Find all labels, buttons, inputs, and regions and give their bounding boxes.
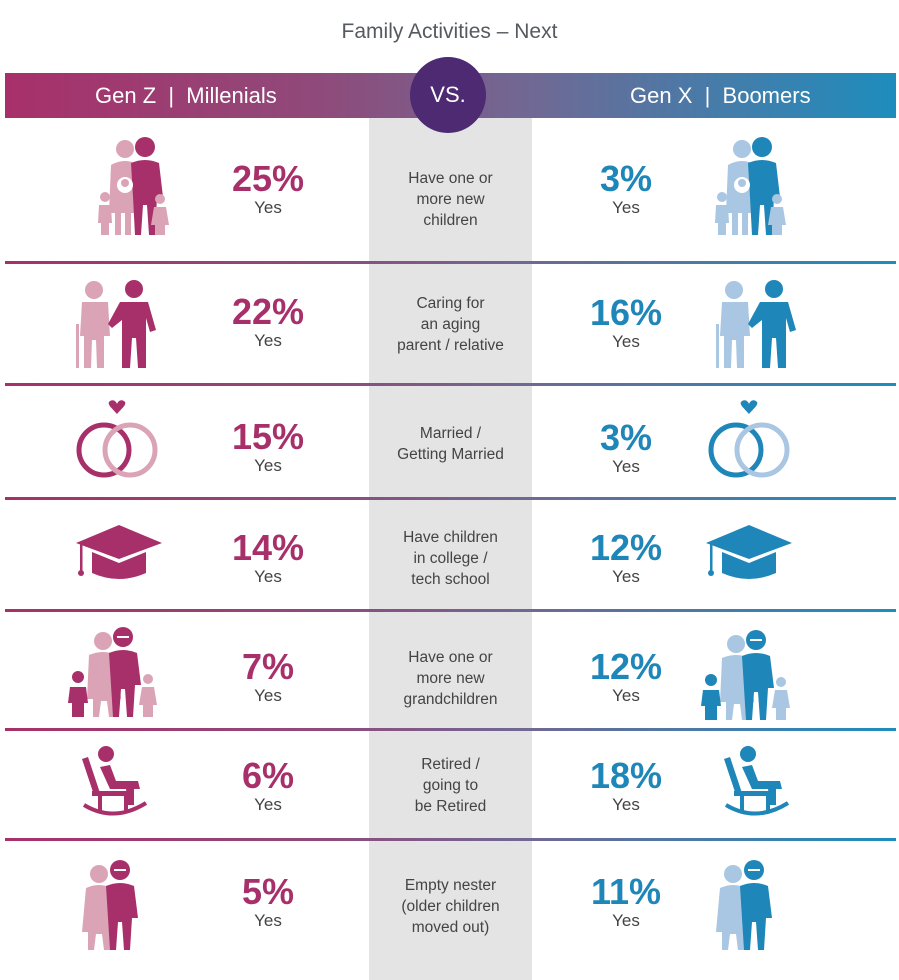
activity-label: Empty nester (older children moved out) bbox=[401, 877, 500, 936]
left-percentage: 7% bbox=[241, 646, 295, 687]
left-group-label: Gen Z | Millenials bbox=[95, 83, 277, 108]
left-percentage: 25% bbox=[231, 158, 305, 199]
elder-care-icon bbox=[716, 280, 796, 368]
wedding-rings-icon bbox=[76, 400, 158, 478]
row-divider bbox=[5, 838, 896, 841]
right-percentage: 12% bbox=[589, 527, 663, 568]
right-yes-label: Yes bbox=[612, 795, 640, 814]
right-yes-label: Yes bbox=[612, 332, 640, 351]
right-group-label: Gen X | Boomers bbox=[630, 83, 811, 108]
activity-label: Retired / going to be Retired bbox=[414, 756, 487, 815]
grandparents-icon bbox=[68, 627, 157, 717]
left-yes-label: Yes bbox=[254, 911, 282, 930]
right-percentage: 11% bbox=[590, 871, 662, 912]
elder-care-icon bbox=[76, 280, 156, 368]
row-divider bbox=[5, 728, 896, 731]
right-yes-label: Yes bbox=[612, 457, 640, 476]
family-icon bbox=[98, 137, 169, 235]
right-yes-label: Yes bbox=[612, 198, 640, 217]
left-yes-label: Yes bbox=[254, 198, 282, 217]
right-yes-label: Yes bbox=[612, 686, 640, 705]
graduation-cap-icon bbox=[706, 525, 792, 579]
page-title: Family Activities – Next bbox=[341, 20, 558, 43]
right-percentage: 16% bbox=[589, 292, 663, 333]
row-divider bbox=[5, 383, 896, 386]
row-divider bbox=[5, 261, 896, 264]
wedding-rings-icon bbox=[708, 400, 790, 478]
row-divider bbox=[5, 609, 896, 612]
row-divider bbox=[5, 497, 896, 500]
left-yes-label: Yes bbox=[254, 686, 282, 705]
left-percentage: 14% bbox=[231, 527, 305, 568]
rocking-chair-icon bbox=[82, 746, 148, 816]
empty-nest-couple-icon bbox=[716, 860, 772, 950]
left-yes-label: Yes bbox=[254, 331, 282, 350]
left-yes-label: Yes bbox=[254, 795, 282, 814]
rocking-chair-icon bbox=[724, 746, 790, 816]
left-percentage: 5% bbox=[241, 871, 295, 912]
graduation-cap-icon bbox=[76, 525, 162, 579]
left-yes-label: Yes bbox=[254, 456, 282, 475]
left-percentage: 15% bbox=[231, 416, 305, 457]
activity-label: Have one or more new grandchildren bbox=[403, 649, 498, 708]
left-percentage: 22% bbox=[231, 291, 305, 332]
right-percentage: 3% bbox=[599, 417, 653, 458]
empty-nest-couple-icon bbox=[82, 860, 138, 950]
right-percentage: 12% bbox=[589, 646, 663, 687]
left-yes-label: Yes bbox=[254, 567, 282, 586]
vs-badge: VS. bbox=[410, 57, 486, 133]
right-yes-label: Yes bbox=[612, 911, 640, 930]
family-icon bbox=[715, 137, 786, 235]
activity-label: Married / Getting Married bbox=[397, 425, 504, 463]
left-percentage: 6% bbox=[241, 755, 295, 796]
activity-label: Caring for an aging parent / relative bbox=[397, 295, 504, 354]
activity-label: Have one or more new children bbox=[408, 170, 493, 229]
right-percentage: 18% bbox=[589, 755, 663, 796]
activity-label: Have children in college / tech school bbox=[403, 529, 498, 588]
right-percentage: 3% bbox=[599, 158, 653, 199]
right-yes-label: Yes bbox=[612, 567, 640, 586]
grandparents-icon bbox=[701, 630, 790, 720]
